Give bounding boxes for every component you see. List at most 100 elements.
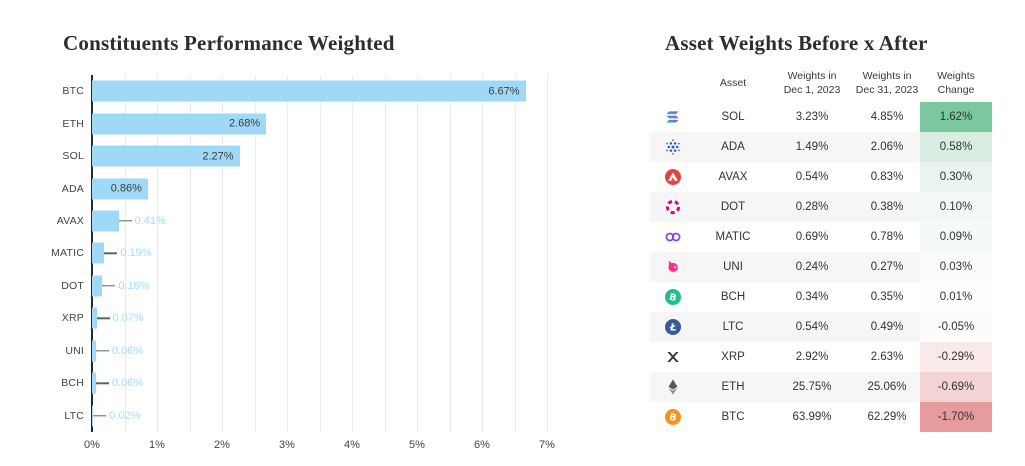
table-title: Asset Weights Before x After (665, 31, 928, 55)
asset-weights-table: Asset Weights in Dec 1, 2023 Weights in … (650, 66, 992, 432)
weight-change: 0.01% (920, 282, 992, 312)
asset-name: MATIC (715, 231, 751, 243)
x-axis-tick: 5% (409, 439, 425, 451)
gridline (417, 75, 418, 432)
asset-icon-cell: B (650, 402, 696, 432)
table-row-sol: SOL 3.23% 4.85% 1.62% (650, 102, 992, 132)
bar-row-sol: SOL 2.27% (62, 140, 547, 172)
gridline (482, 75, 483, 432)
table-body: SOL 3.23% 4.85% 1.62% ADA 1.49% 2.06% 0.58% AVAX… (650, 102, 992, 432)
asset-name: XRP (721, 351, 745, 363)
bar-value-label: 0.86% (110, 182, 142, 195)
asset-name: ETH (721, 381, 745, 393)
weight-change: 0.58% (920, 132, 992, 162)
weight-after: 2.63% (870, 351, 904, 363)
gridline (157, 75, 158, 432)
bar-uni (92, 340, 96, 362)
svg-text:B: B (668, 412, 678, 424)
y-axis-label: BTC (62, 85, 84, 98)
ada-icon (664, 138, 682, 156)
gridline (384, 75, 386, 432)
weight-after: 4.85% (870, 111, 904, 123)
weight-change: -0.69% (920, 372, 992, 402)
leader-line (118, 220, 132, 222)
weight-before: 0.28% (795, 201, 829, 213)
header-line: Weights in (862, 70, 912, 83)
weight-before: 1.49% (795, 141, 829, 153)
weight-after: 0.78% (870, 231, 904, 243)
table-row-xrp: XRP 2.92% 2.63% -0.29% (650, 342, 992, 372)
table-row-uni: UNI 0.24% 0.27% 0.03% (650, 252, 992, 282)
table-header-weights-before: Weights in Dec 1, 2023 (770, 70, 854, 98)
bar-row-matic: MATIC 0.19% (51, 237, 547, 269)
leader-line (104, 252, 118, 255)
weight-after: 0.49% (870, 321, 904, 333)
asset-icon-cell (650, 342, 696, 372)
weight-change: 0.09% (920, 222, 992, 252)
asset-name: BCH (720, 291, 746, 303)
eth-icon (664, 378, 682, 396)
y-axis-label: ETH (62, 117, 84, 130)
x-axis-tick: 4% (344, 439, 360, 451)
asset-name: ADA (721, 141, 745, 153)
weight-after: 0.35% (870, 291, 904, 303)
svg-text:Ł: Ł (669, 323, 677, 334)
asset-icon-cell (650, 162, 696, 192)
table-row-eth: ETH 25.75% 25.06% -0.69% (650, 372, 992, 402)
weight-change: 0.03% (920, 252, 992, 282)
sol-icon (664, 108, 682, 126)
y-axis-label: SOL (62, 150, 84, 163)
avax-icon (664, 168, 682, 186)
bar-row-btc: BTC 6.67% (62, 75, 547, 107)
weight-before: 25.75% (792, 381, 832, 393)
weight-after: 25.06% (867, 381, 907, 393)
header-line: Dec 1, 2023 (783, 84, 841, 96)
svg-text:B: B (668, 292, 677, 304)
bar-sol: 2.27% (92, 145, 240, 167)
bar-eth: 2.68% (92, 113, 267, 135)
gridline (124, 75, 126, 432)
x-axis-tick: 2% (214, 439, 230, 451)
y-axis-label: UNI (65, 344, 84, 357)
asset-icon-cell (650, 102, 696, 132)
bar-value-label: 2.68% (228, 117, 261, 130)
leader-line (95, 382, 109, 384)
weight-after: 62.29% (867, 411, 907, 423)
bar-xrp (92, 307, 97, 329)
bar-matic (92, 242, 105, 264)
bar-series: BTC 6.67% ETH 2.68% SOL 2.27% ADA 0.86% AVAX 0.41… (51, 75, 547, 432)
gridline (222, 75, 223, 432)
gridline (547, 75, 548, 432)
bar-value-label: 0.02% (109, 409, 141, 422)
y-axis-label: ADA (61, 182, 84, 195)
gridline (287, 75, 288, 432)
btc-icon: B (664, 408, 682, 426)
x-axis-tick: 3% (279, 439, 295, 451)
leader-line (102, 285, 116, 287)
asset-icon-cell: B (650, 282, 696, 312)
gridline (514, 75, 516, 432)
weight-before: 63.99% (792, 411, 832, 423)
weight-change: -0.05% (920, 312, 992, 342)
header-line: Weights in (787, 70, 837, 83)
gridline (449, 75, 451, 432)
bar-row-avax: AVAX 0.41% (57, 205, 547, 237)
table-row-matic: MATIC 0.69% 0.78% 0.09% (650, 222, 992, 252)
header-line: Dec 31, 2023 (855, 84, 919, 96)
weight-change: -1.70% (920, 402, 992, 432)
y-axis-label: XRP (61, 312, 84, 325)
y-axis-label: LTC (64, 409, 84, 422)
xrp-icon (664, 348, 682, 366)
gridline (319, 75, 321, 432)
asset-name: BTC (721, 411, 745, 423)
y-axis-label: BCH (61, 377, 84, 390)
header-line: Asset (719, 77, 747, 90)
asset-icon-cell (650, 372, 696, 402)
bar-btc: 6.67% (92, 80, 526, 102)
bar-bch (92, 372, 96, 394)
y-axis-label: MATIC (51, 247, 84, 260)
chart-title: Constituents Performance Weighted (63, 31, 395, 55)
table-row-btc: B BTC 63.99% 62.29% -1.70% (650, 402, 992, 432)
table-row-ada: ADA 1.49% 2.06% 0.58% (650, 132, 992, 162)
